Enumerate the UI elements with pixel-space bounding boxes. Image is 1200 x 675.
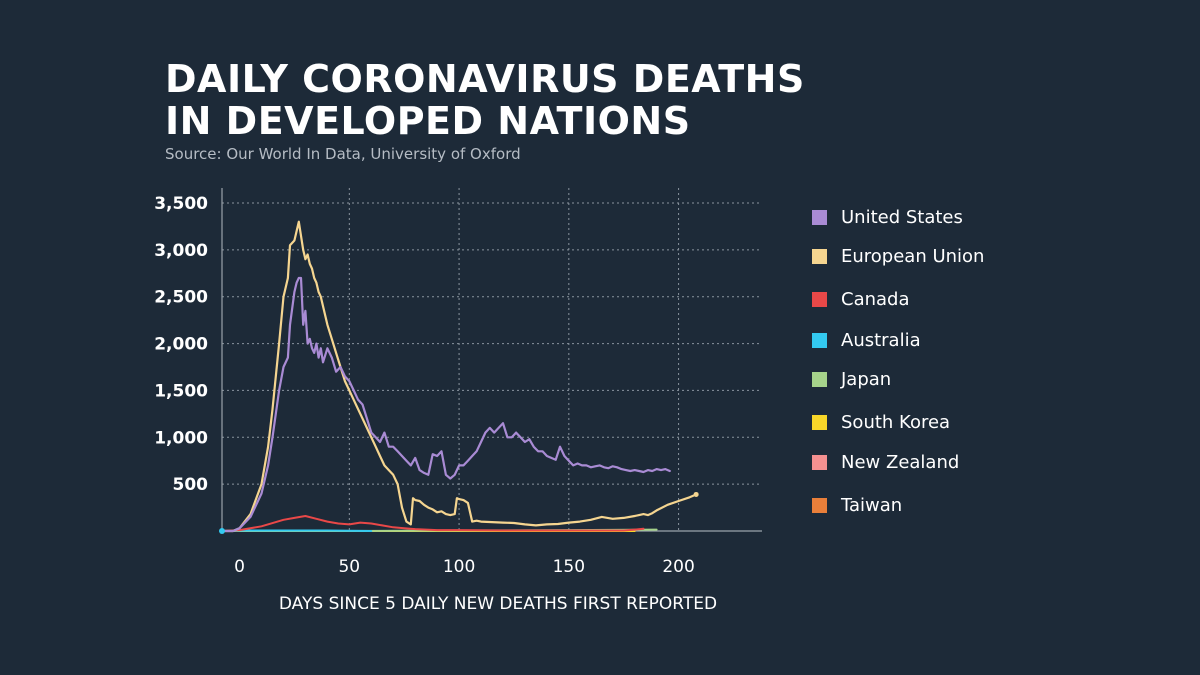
legend-label: South Korea: [841, 411, 951, 433]
legend-swatch: [812, 371, 827, 387]
legend-label: Japan: [841, 368, 892, 390]
series-line-australia: [221, 529, 373, 532]
x-tick-label: 0: [234, 557, 245, 577]
legend-item-taiwan: Taiwan: [812, 493, 902, 517]
legend-swatch: [812, 414, 827, 430]
chart-title: DAILY CORONAVIRUS DEATHS IN DEVELOPED NA…: [165, 58, 865, 142]
chart-title-line-2: IN DEVELOPED NATIONS: [165, 99, 691, 143]
grid-lines: [222, 188, 762, 531]
series-line-european-union: [220, 220, 698, 533]
legend-swatch: [812, 497, 827, 513]
legend-label: Taiwan: [841, 494, 903, 516]
chart-source: Source: Our World In Data, University of…: [165, 145, 521, 163]
x-axis-ticks: 0 50 100 150 200: [234, 557, 695, 577]
y-tick-label: 2,500: [154, 288, 208, 308]
legend-item-south-korea: South Korea: [812, 410, 950, 434]
legend-swatch: [812, 248, 827, 264]
series-end-point: [693, 491, 699, 497]
legend-item-new-zealand: New Zealand: [812, 450, 959, 474]
legend-label: United States: [841, 206, 963, 228]
y-tick-label: 1,500: [154, 381, 208, 401]
legend-swatch: [812, 209, 827, 225]
y-tick-label: 500: [173, 475, 209, 495]
y-tick-label: 1,000: [154, 428, 208, 448]
legend-swatch: [812, 454, 827, 470]
legend-item-australia: Australia: [812, 328, 921, 352]
axes: [221, 188, 762, 532]
legend-item-european-union: European Union: [812, 244, 984, 268]
y-tick-label: 3,000: [154, 241, 208, 261]
legend-item-japan: Japan: [812, 367, 891, 391]
series-lines: [219, 220, 699, 534]
origin-point: [219, 528, 225, 534]
legend-label: European Union: [841, 245, 985, 267]
x-tick-label: 50: [338, 557, 360, 577]
chart-title-line-1: DAILY CORONAVIRUS DEATHS: [165, 57, 805, 101]
legend-swatch: [812, 291, 827, 307]
y-axis-ticks: 500 1,000 1,500 2,000 2,500 3,000 3,500: [154, 194, 208, 495]
legend-item-united-states: United States: [812, 205, 963, 229]
x-tick-label: 200: [662, 557, 694, 577]
legend-swatch: [812, 332, 827, 348]
legend-item-canada: Canada: [812, 287, 910, 311]
x-tick-label: 100: [443, 557, 475, 577]
series-line-canada: [221, 515, 645, 532]
y-tick-label: 2,000: [154, 335, 208, 355]
x-axis-label: DAYS SINCE 5 DAILY NEW DEATHS FIRST REPO…: [278, 594, 718, 614]
y-tick-label: 3,500: [154, 194, 208, 214]
x-tick-label: 150: [553, 557, 585, 577]
legend-label: Canada: [841, 288, 910, 310]
legend-label: Australia: [841, 329, 921, 351]
series-line-united-states: [220, 276, 671, 533]
legend-label: New Zealand: [841, 451, 960, 473]
